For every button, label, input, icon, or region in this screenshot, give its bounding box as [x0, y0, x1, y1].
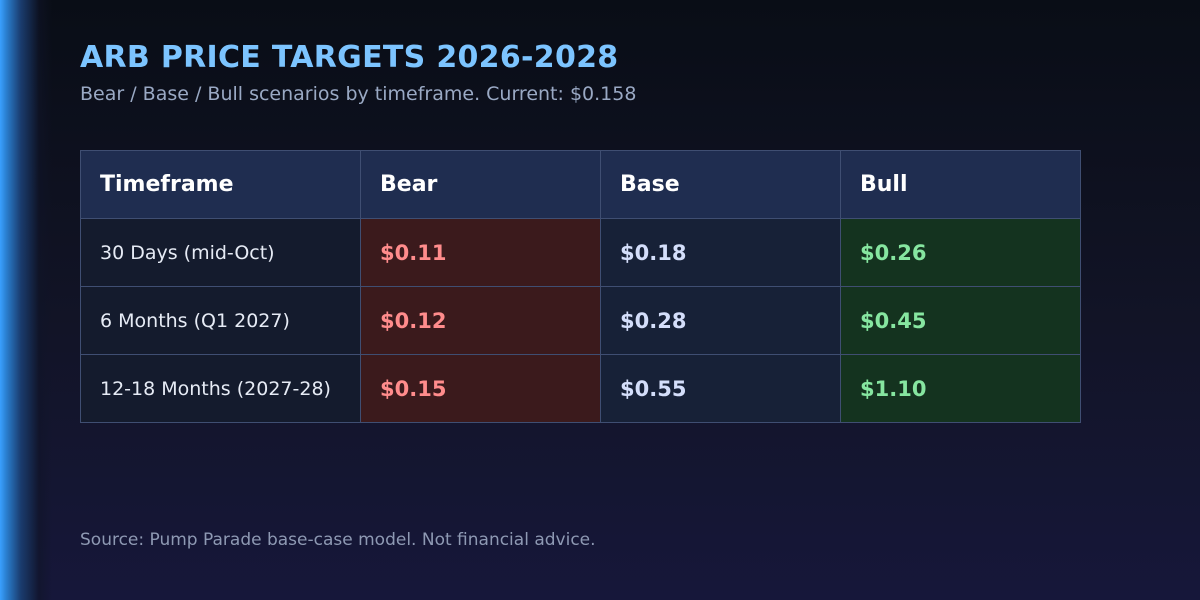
column-header-timeframe: Timeframe	[80, 150, 361, 219]
table-row: 30 Days (mid-Oct) $0.11 $0.18 $0.26	[80, 218, 1081, 287]
column-header-base: Base	[600, 150, 841, 219]
bull-target-cell: $0.26	[840, 218, 1081, 287]
base-target-cell: $0.18	[600, 218, 841, 287]
base-target-cell: $0.28	[600, 286, 841, 355]
bear-target-cell: $0.12	[360, 286, 601, 355]
table-row: 12-18 Months (2027-28) $0.15 $0.55 $1.10	[80, 354, 1081, 423]
bear-target-cell: $0.15	[360, 354, 601, 423]
page-title: ARB PRICE TARGETS 2026-2028	[80, 40, 619, 75]
table-header-row: Timeframe Bear Base Bull	[80, 150, 1081, 219]
table-row: 6 Months (Q1 2027) $0.12 $0.28 $0.45	[80, 286, 1081, 355]
timeframe-cell: 30 Days (mid-Oct)	[80, 218, 361, 287]
accent-bar	[0, 0, 52, 600]
column-header-bull: Bull	[840, 150, 1081, 219]
price-targets-table: Timeframe Bear Base Bull 30 Days (mid-Oc…	[80, 150, 1081, 423]
bull-target-cell: $1.10	[840, 354, 1081, 423]
timeframe-cell: 6 Months (Q1 2027)	[80, 286, 361, 355]
source-note: Source: Pump Parade base-case model. Not…	[80, 530, 596, 550]
base-target-cell: $0.55	[600, 354, 841, 423]
bear-target-cell: $0.11	[360, 218, 601, 287]
timeframe-cell: 12-18 Months (2027-28)	[80, 354, 361, 423]
bull-target-cell: $0.45	[840, 286, 1081, 355]
page-subtitle: Bear / Base / Bull scenarios by timefram…	[80, 83, 637, 105]
column-header-bear: Bear	[360, 150, 601, 219]
